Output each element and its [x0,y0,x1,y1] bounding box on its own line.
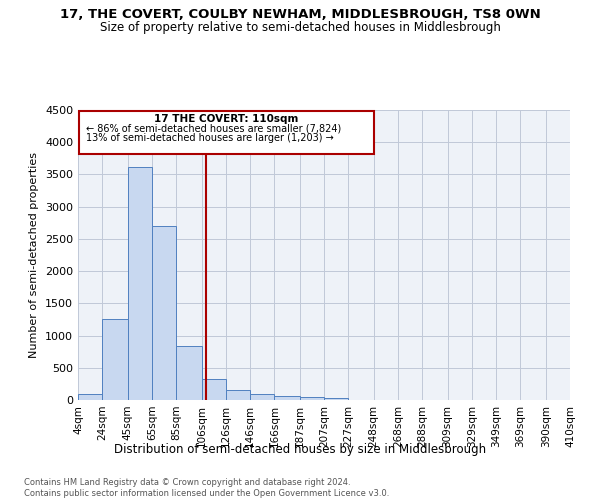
Bar [324,398,348,400]
Text: 17 THE COVERT: 110sqm: 17 THE COVERT: 110sqm [154,114,299,124]
Text: 17, THE COVERT, COULBY NEWHAM, MIDDLESBROUGH, TS8 0WN: 17, THE COVERT, COULBY NEWHAM, MIDDLESBR… [59,8,541,20]
Bar [128,166,152,400]
FancyBboxPatch shape [79,110,374,154]
Text: Distribution of semi-detached houses by size in Middlesbrough: Distribution of semi-detached houses by … [114,442,486,456]
Text: Contains HM Land Registry data © Crown copyright and database right 2024.
Contai: Contains HM Land Registry data © Crown c… [24,478,389,498]
Bar [202,378,226,400]
Bar [78,394,102,400]
Bar [274,396,300,400]
Text: ← 86% of semi-detached houses are smaller (7,824): ← 86% of semi-detached houses are smalle… [86,123,342,133]
Bar [300,398,324,400]
Bar [226,390,250,400]
Bar [152,226,176,400]
Bar [102,320,128,400]
Bar [250,394,274,400]
Y-axis label: Number of semi-detached properties: Number of semi-detached properties [29,152,40,358]
Text: Size of property relative to semi-detached houses in Middlesbrough: Size of property relative to semi-detach… [100,21,500,34]
Bar [176,346,202,400]
Text: 13% of semi-detached houses are larger (1,203) →: 13% of semi-detached houses are larger (… [86,132,334,142]
